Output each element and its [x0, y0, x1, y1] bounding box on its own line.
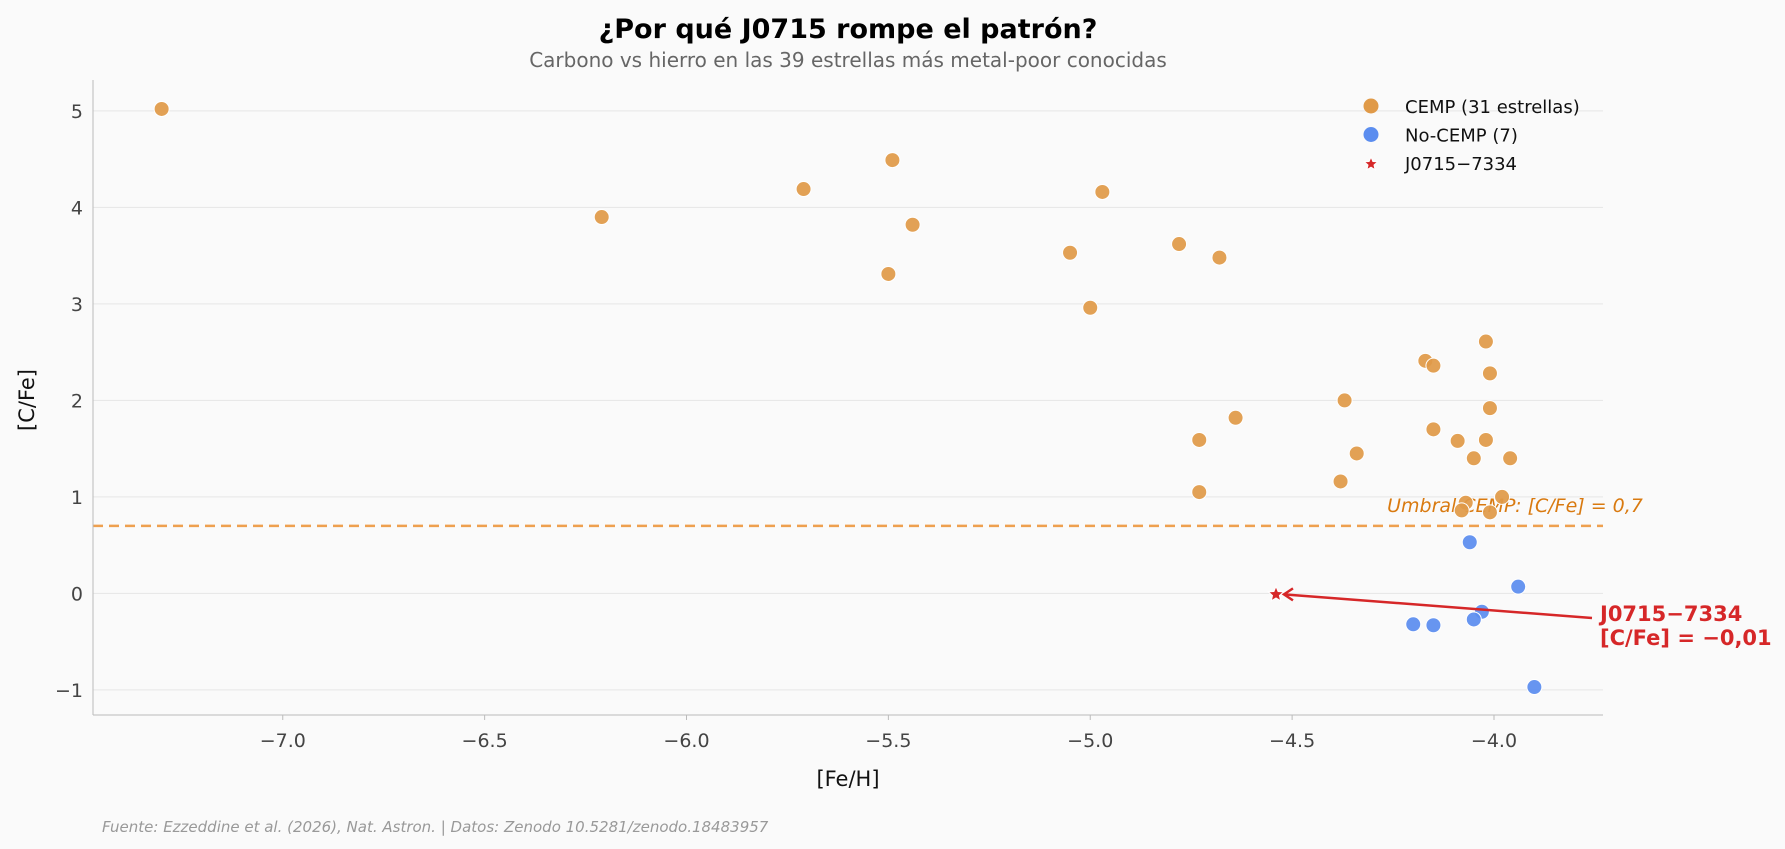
cemp-point: [1191, 484, 1208, 501]
no-cemp-point: [1465, 611, 1482, 628]
y-tick-label: 0: [71, 583, 83, 605]
cemp-point: [880, 265, 897, 282]
no-cemp-point: [1425, 617, 1442, 634]
cemp-point: [1494, 488, 1511, 505]
grid: [93, 110, 1603, 691]
x-tick-label: −4.0: [1471, 730, 1517, 752]
no-cemp-point: [1405, 616, 1422, 633]
cemp-point: [1094, 183, 1111, 200]
cemp-point: [1348, 445, 1365, 462]
cemp-point: [1453, 502, 1470, 519]
cemp-point: [1481, 400, 1498, 417]
cemp-point: [1465, 450, 1482, 467]
threshold-label: Umbral CEMP: [C/Fe] = 0,7: [1387, 495, 1643, 517]
y-tick-label: 5: [71, 101, 83, 123]
footer-source: Fuente: Ezzeddine et al. (2026), Nat. As…: [102, 818, 769, 836]
no-cemp-point: [1510, 578, 1527, 595]
legend-marker-icon: [1363, 98, 1379, 114]
chart-subtitle: Carbono vs hierro en las 39 estrellas má…: [529, 48, 1167, 72]
y-tick-label: 4: [71, 197, 83, 219]
cemp-point: [1477, 333, 1494, 350]
annotation: J0715−7334 [C/Fe] = −0,01: [1281, 587, 1772, 650]
x-tick-label: −6.0: [663, 730, 709, 752]
cemp-point: [1211, 249, 1228, 266]
x-tick-label: −5.0: [1067, 730, 1113, 752]
cemp-point: [1449, 432, 1466, 449]
legend-label: CEMP (31 estrellas): [1405, 97, 1580, 118]
cemp-point: [795, 181, 812, 198]
cemp-point: [1191, 431, 1208, 448]
y-tick-label: 3: [71, 294, 83, 316]
j0715-star-point: [1267, 585, 1285, 602]
cemp-point: [1227, 409, 1244, 426]
legend-marker-icon: [1363, 127, 1379, 142]
y-axis-label: [C/Fe]: [15, 369, 39, 431]
x-tick-label: −4.5: [1269, 730, 1315, 752]
arrow-head-icon: [1281, 587, 1294, 602]
cemp-point: [1082, 299, 1099, 316]
cemp-point: [1332, 473, 1349, 490]
legend: CEMP (31 estrellas) No-CEMP (7) J0715−7334: [1363, 97, 1580, 175]
cemp-point: [1336, 392, 1353, 409]
x-tick-label: −5.5: [865, 730, 911, 752]
cemp-point: [1477, 431, 1494, 448]
cemp-point: [1481, 504, 1498, 521]
cemp-point: [884, 152, 901, 169]
y-tick-label: 2: [71, 390, 83, 412]
chart-title: ¿Por qué J0715 rompe el patrón?: [599, 14, 1098, 45]
y-tick-label: −1: [55, 680, 83, 702]
cemp-point: [1425, 357, 1442, 374]
no-cemp-point: [1461, 534, 1478, 551]
cemp-point: [593, 209, 610, 226]
cemp-point: [1481, 365, 1498, 382]
legend-star-icon: [1363, 155, 1379, 171]
x-tick-label: −6.5: [462, 730, 508, 752]
cemp-point: [904, 216, 921, 233]
cemp-point: [1502, 450, 1519, 467]
annotation-value: [C/Fe] = −0,01: [1600, 626, 1772, 650]
no-cemp-point: [1526, 679, 1543, 696]
x-axis-label: [Fe/H]: [816, 767, 879, 791]
legend-label: No-CEMP (7): [1405, 126, 1518, 147]
cemp-point: [153, 100, 170, 117]
cemp-point: [1425, 421, 1442, 438]
cemp-point: [1171, 236, 1188, 253]
annotation-name: J0715−7334: [1598, 602, 1742, 626]
legend-label: J0715−7334: [1404, 154, 1517, 175]
cemp-point: [1062, 244, 1079, 261]
y-tick-label: 1: [71, 487, 83, 509]
x-tick-label: −7.0: [260, 730, 306, 752]
annotation-arrow: [1283, 593, 1593, 620]
